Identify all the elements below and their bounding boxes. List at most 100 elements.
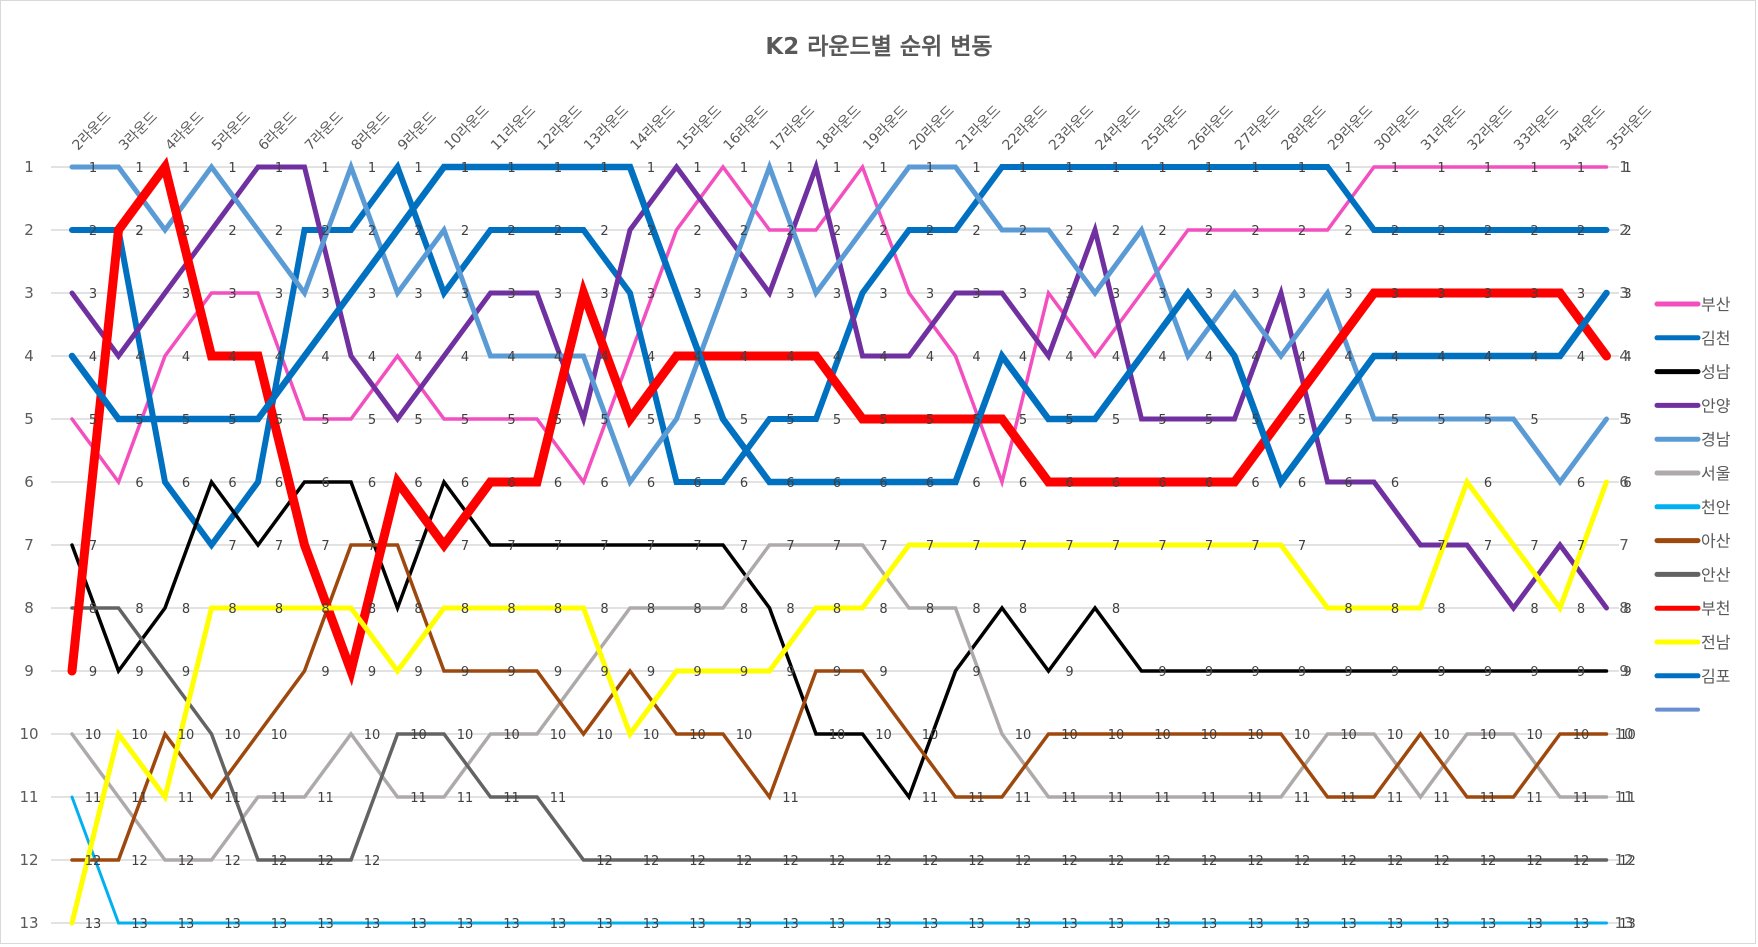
data-label: 8: [135, 602, 143, 617]
data-label: 5: [1530, 413, 1538, 428]
data-label: 9: [647, 665, 655, 680]
legend-item[interactable]: 경남: [1654, 430, 1731, 449]
data-label: 10: [689, 728, 706, 743]
data-label: 9: [414, 665, 422, 680]
data-label: 5: [1298, 413, 1306, 428]
data-label: 1: [600, 161, 608, 176]
data-label: 13: [689, 917, 706, 932]
data-label: 12: [1108, 854, 1125, 869]
data-label: 4: [89, 350, 97, 365]
series-line-6: [70, 795, 1608, 925]
data-label: 4: [926, 350, 934, 365]
data-label: 5: [135, 413, 143, 428]
data-label: 11: [317, 791, 334, 806]
data-label: 5: [1019, 413, 1027, 428]
data-label: 7: [1019, 539, 1027, 554]
data-label: 3: [1112, 287, 1120, 302]
series-line-7: [70, 543, 1609, 862]
data-label: 1: [740, 161, 748, 176]
legend-item[interactable]: 부천: [1654, 599, 1730, 618]
data-label: 1: [1112, 161, 1120, 176]
data-label: 5: [321, 413, 329, 428]
data-label: 3: [1484, 287, 1492, 302]
data-label: 8: [182, 602, 190, 617]
legend-item[interactable]: 천안: [1654, 498, 1731, 517]
data-label: 3: [321, 287, 329, 302]
data-label: 4: [1112, 350, 1120, 365]
data-label: 3: [1623, 287, 1631, 302]
data-label: 10: [271, 728, 288, 743]
data-label: 6: [414, 476, 422, 491]
data-label: 4: [1205, 350, 1213, 365]
data-label: 7: [1251, 539, 1259, 554]
data-label: 9: [89, 665, 97, 680]
legend-label: 서울: [1701, 464, 1730, 483]
data-label: 11: [503, 791, 520, 806]
data-label: 11: [271, 791, 288, 806]
data-label: 12: [1526, 854, 1543, 869]
data-label: 4: [135, 350, 143, 365]
data-label: 13: [410, 917, 427, 932]
x-tick-label: 4라운드: [163, 109, 208, 154]
data-label: 13: [1340, 917, 1357, 932]
data-label: 2: [1577, 224, 1585, 239]
data-label: 5: [1344, 413, 1352, 428]
legend-item[interactable]: 성남: [1654, 363, 1731, 382]
data-label: 12: [1480, 854, 1497, 869]
legend-item[interactable]: 안산: [1654, 565, 1731, 584]
y-tick-label: 8: [24, 599, 34, 617]
data-label: 8: [321, 602, 329, 617]
data-label: 5: [554, 413, 562, 428]
data-label: 2: [833, 224, 841, 239]
data-label: 3: [1577, 287, 1585, 302]
x-tick-label: 18라운드: [814, 103, 865, 154]
series-line-5: [70, 543, 1609, 862]
data-label: 2: [135, 224, 143, 239]
data-label: 13: [922, 917, 939, 932]
data-label: 8: [647, 602, 655, 617]
data-label: 4: [1065, 350, 1073, 365]
data-label: 12: [596, 854, 613, 869]
legend-item[interactable]: 김포: [1654, 667, 1730, 686]
legend-item[interactable]: 아산: [1654, 532, 1731, 551]
legend-item[interactable]: 서울: [1654, 464, 1730, 483]
x-tick-label: 29라운드: [1325, 103, 1376, 154]
data-label: 6: [1298, 476, 1306, 491]
data-label: 2: [1019, 224, 1027, 239]
data-label: 2: [554, 224, 562, 239]
data-label: 4: [461, 350, 469, 365]
data-label: 10: [1619, 728, 1636, 743]
data-label: 13: [1108, 917, 1125, 932]
data-label: 1: [228, 161, 236, 176]
data-label: 4: [1344, 350, 1352, 365]
data-label: 8: [89, 602, 97, 617]
data-label: 1: [833, 161, 841, 176]
data-label: 3: [89, 287, 97, 302]
data-label: 8: [740, 602, 748, 617]
series-line-4: [69, 159, 1609, 488]
data-label: 4: [693, 350, 701, 365]
legend-item[interactable]: 안양: [1654, 396, 1731, 415]
data-label: 8: [554, 602, 562, 617]
data-label: 13: [1294, 917, 1311, 932]
data-label: 6: [1158, 476, 1166, 491]
data-label: 4: [786, 350, 794, 365]
data-label: 13: [317, 917, 334, 932]
data-label: 8: [1623, 602, 1631, 617]
data-label: 5: [693, 413, 701, 428]
data-label: 5: [1205, 413, 1213, 428]
legend-item[interactable]: 전남: [1654, 633, 1731, 652]
data-label: 12: [1154, 854, 1171, 869]
data-label: 8: [461, 602, 469, 617]
data-label: 12: [1061, 854, 1078, 869]
data-label: 10: [1433, 728, 1450, 743]
data-label: 13: [503, 917, 520, 932]
legend-item[interactable]: 김천: [1654, 329, 1730, 348]
data-label: 10: [1247, 728, 1264, 743]
data-label: 10: [550, 728, 567, 743]
data-label: 7: [879, 539, 887, 554]
data-label: 12: [782, 854, 799, 869]
data-label: 3: [879, 287, 887, 302]
legend-item[interactable]: 부산: [1654, 295, 1731, 314]
data-label: 11: [1247, 791, 1264, 806]
